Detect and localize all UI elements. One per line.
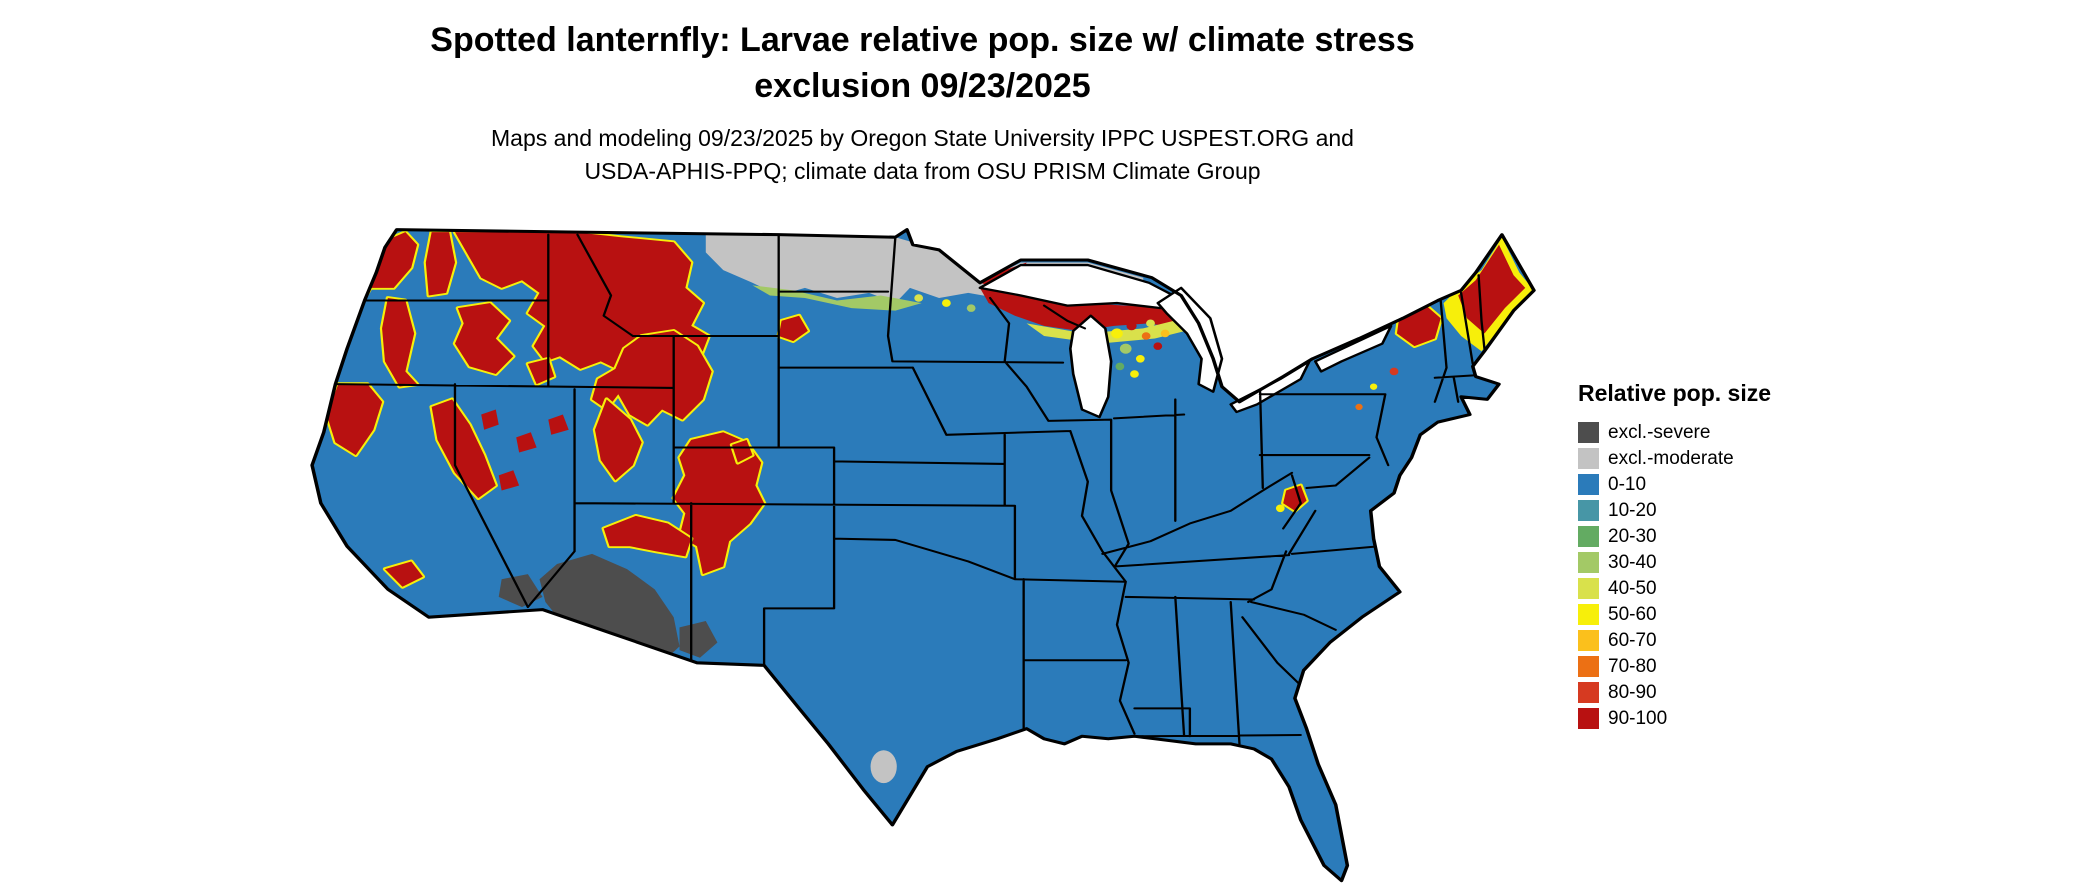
map-region-yellowstone — [589, 329, 714, 427]
legend-swatch — [1578, 551, 1599, 573]
legend-swatch — [1578, 655, 1599, 677]
legend-swatch — [1578, 499, 1599, 521]
legend-item-label: 80-90 — [1608, 681, 1657, 703]
map-speckle — [966, 304, 976, 312]
legend-item: excl.-moderate — [1578, 445, 1878, 471]
legend-item-label: excl.-severe — [1608, 421, 1711, 443]
legend-item-label: 10-20 — [1608, 499, 1657, 521]
lake-ontario — [1313, 324, 1393, 373]
legend-swatch — [1578, 421, 1599, 443]
page-title: Spotted lanternfly: Larvae relative pop.… — [0, 18, 1845, 110]
map-speckle — [941, 299, 951, 307]
map-region-maine-core — [1458, 244, 1526, 334]
lake-huron — [1156, 286, 1224, 393]
page-title-line1: Spotted lanternfly: Larvae relative pop.… — [430, 21, 1415, 59]
page-subtitle: Maps and modeling 09/23/2025 by Oregon S… — [0, 122, 1845, 189]
legend-swatch — [1578, 629, 1599, 651]
map-speckle — [1141, 332, 1151, 340]
legend: Relative pop. size excl.-severe excl.-mod… — [1578, 380, 1878, 731]
legend-item-label: 40-50 — [1608, 577, 1657, 599]
legend-item-label: 30-40 — [1608, 551, 1657, 573]
legend-item-label: excl.-moderate — [1608, 447, 1734, 469]
map-region-wa-cascades — [423, 230, 458, 298]
map-region-texas-exclusion-moderate — [870, 750, 897, 784]
legend-item-label: 60-70 — [1608, 629, 1657, 651]
map-region-nevada-range4 — [498, 470, 520, 491]
map-region-newmexico-exclusion-severe — [679, 621, 718, 658]
map-region-wasatch — [592, 397, 644, 483]
legend-item-label: 20-30 — [1608, 525, 1657, 547]
legend-items: excl.-severe excl.-moderate 0-10 10-20 20-30… — [1578, 419, 1878, 731]
map-speckle — [1275, 504, 1285, 513]
legend-item-label: 70-80 — [1608, 655, 1657, 677]
legend-item: excl.-severe — [1578, 419, 1878, 445]
map-speckle — [1115, 362, 1125, 371]
page-subtitle-line1: Maps and modeling 09/23/2025 by Oregon S… — [491, 125, 1354, 151]
us-map — [310, 228, 1536, 883]
map-region-sierra-nevada — [429, 397, 498, 501]
legend-item: 0-10 — [1578, 471, 1878, 497]
map-speckle — [1130, 370, 1139, 378]
great-lakes — [978, 263, 1393, 419]
map-speckle — [1369, 383, 1378, 390]
legend-swatch — [1578, 447, 1599, 469]
legend-item: 10-20 — [1578, 497, 1878, 523]
legend-swatch — [1578, 525, 1599, 547]
legend-swatch — [1578, 603, 1599, 625]
map-region-nevada-range2 — [516, 432, 537, 453]
page-subtitle-line2: USDA-APHIS-PPQ; climate data from OSU PR… — [584, 158, 1261, 185]
map-region-nevada-range1 — [481, 409, 499, 430]
map-speckle — [1119, 343, 1132, 354]
state-borders — [334, 233, 1486, 745]
legend-title: Relative pop. size — [1578, 380, 1772, 406]
legend-item: 50-60 — [1578, 601, 1878, 627]
legend-swatch — [1578, 707, 1599, 729]
map-overlays — [324, 230, 1535, 784]
map-speckle — [1160, 329, 1170, 338]
page-title-line2: exclusion 09/23/2025 — [754, 66, 1091, 105]
map-region-east-oregon — [452, 301, 516, 376]
legend-item-label: 90-100 — [1608, 707, 1668, 729]
map-region-up-fringe — [1026, 318, 1196, 344]
legend-item-label: 50-60 — [1608, 603, 1657, 625]
map-region-nevada-range3 — [548, 414, 569, 435]
legend-item: 90-100 — [1578, 705, 1878, 731]
map-speckle — [1355, 403, 1363, 411]
map-region-mogollon-rim — [601, 513, 694, 559]
legend-swatch — [1578, 681, 1599, 703]
map-speckle — [1153, 342, 1163, 350]
map-region-laramie — [729, 437, 755, 465]
map-speckle — [1389, 367, 1399, 376]
map-speckle — [914, 294, 924, 302]
lake-michigan — [1069, 314, 1113, 419]
legend-item: 40-50 — [1578, 575, 1878, 601]
legend-item-label: 0-10 — [1608, 473, 1647, 495]
map-speckle — [1111, 328, 1123, 339]
legend-item: 20-30 — [1578, 523, 1878, 549]
legend-item: 60-70 — [1578, 627, 1878, 653]
legend-swatch — [1578, 473, 1599, 495]
map-speckle — [1135, 355, 1145, 363]
legend-item: 70-80 — [1578, 653, 1878, 679]
map-region-socal-ranges — [382, 559, 426, 589]
map-speckle — [1146, 319, 1155, 328]
legend-item: 80-90 — [1578, 679, 1878, 705]
map-speckle — [1126, 321, 1137, 331]
legend-item: 30-40 — [1578, 549, 1878, 575]
legend-swatch — [1578, 577, 1599, 599]
us-outline — [310, 228, 1536, 883]
